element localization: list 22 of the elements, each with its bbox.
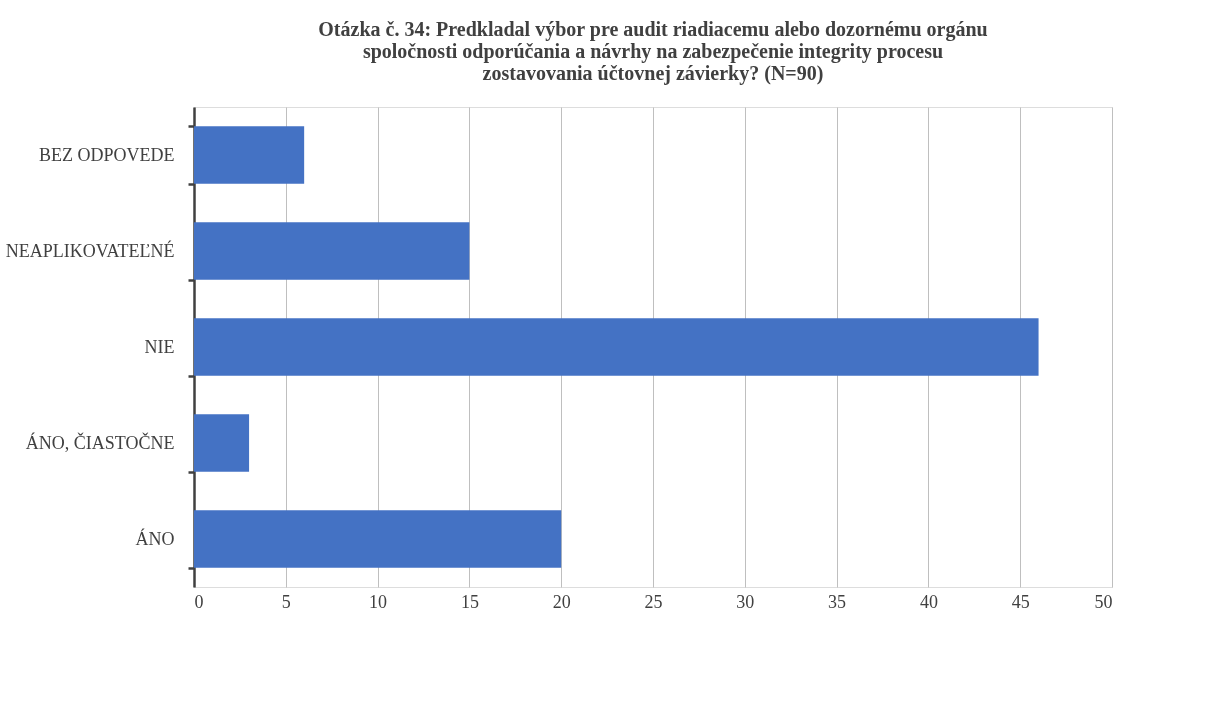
chart-title: Otázka č. 34: Predkladal výbor pre audit riadiacemu alebo dozornému orgánu spoločnosti odporúčania a návrhy na zabezpečenie integrity procesu zostavovania účtovnej závierky? (N=90) xyxy=(318,18,988,85)
bar xyxy=(194,222,470,280)
bar xyxy=(194,510,562,568)
bar xyxy=(194,318,1039,376)
x-tick-label: 0 xyxy=(194,591,204,612)
x-tick-label: 20 xyxy=(552,591,571,612)
x-tick-label: 30 xyxy=(736,591,755,612)
y-tick-label: NEAPLIKOVATEĽNÉ xyxy=(5,239,175,261)
x-tick-label: 35 xyxy=(828,591,847,612)
y-tick-label: NIE xyxy=(144,336,175,357)
x-tick-label: 40 xyxy=(919,591,938,612)
y-tick-label: ÁNO xyxy=(135,527,175,549)
x-tick-label: 10 xyxy=(369,591,388,612)
x-tick-label: 45 xyxy=(1011,591,1030,612)
x-tick-label: 50 xyxy=(1094,591,1113,612)
x-tick-label: 15 xyxy=(460,591,479,612)
y-tick-label: ÁNO, ČIASTOČNE xyxy=(25,431,175,453)
x-tick-label: 5 xyxy=(281,591,291,612)
y-tick-label: BEZ ODPOVEDE xyxy=(39,144,175,165)
x-tick-label: 25 xyxy=(644,591,663,612)
bar xyxy=(194,414,250,472)
bar xyxy=(194,126,305,184)
